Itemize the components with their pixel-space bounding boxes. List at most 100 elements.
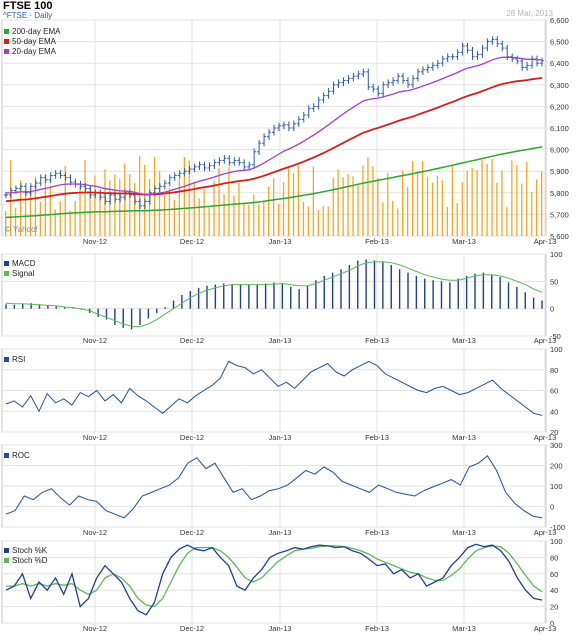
volume-bar bbox=[188, 160, 190, 236]
volume-bar bbox=[268, 186, 270, 236]
xtick-roc: Nov-12 bbox=[83, 528, 107, 537]
volume-bar bbox=[64, 165, 66, 236]
stoch-d-line bbox=[6, 545, 543, 608]
ema20-line bbox=[5, 56, 543, 196]
volume-bar bbox=[481, 160, 483, 236]
volume-bar bbox=[372, 166, 374, 236]
volume-bar bbox=[238, 182, 240, 236]
legend-stoch-d: Stoch %D bbox=[4, 556, 48, 565]
volume-bar bbox=[248, 204, 250, 236]
ytick-price: 6,300 bbox=[550, 81, 569, 90]
xtick-roc: Dec-12 bbox=[180, 528, 204, 537]
volume-bar bbox=[421, 161, 424, 236]
volume-bar bbox=[511, 160, 513, 236]
ytick-rsi: 80 bbox=[550, 366, 558, 375]
volume-bar bbox=[163, 195, 166, 236]
volume-bar bbox=[377, 178, 379, 236]
legend-swatch-rsi bbox=[4, 357, 9, 363]
volume-bar bbox=[198, 198, 200, 236]
xtick-macd: Jan-13 bbox=[269, 336, 292, 345]
ytick-stoch: 40 bbox=[550, 586, 558, 595]
date-label: 28 Mar, 2013 bbox=[506, 9, 553, 18]
volume-bar bbox=[496, 182, 498, 236]
ytick-stoch: 100 bbox=[550, 537, 563, 546]
volume-bar bbox=[258, 204, 260, 236]
volume-bar bbox=[153, 156, 156, 236]
legend-swatch-stoch-d bbox=[4, 558, 9, 564]
xtick-rsi: Dec-12 bbox=[180, 433, 204, 442]
volume-bar bbox=[129, 174, 131, 236]
volume-bar bbox=[109, 180, 111, 236]
volume-bar bbox=[441, 180, 443, 236]
volume-bar bbox=[287, 168, 290, 236]
legend-label-signal: Signal bbox=[12, 269, 35, 278]
volume-bar bbox=[416, 171, 419, 236]
ytick-price: 6,200 bbox=[550, 102, 569, 111]
volume-bar bbox=[362, 165, 364, 236]
volume-bar bbox=[119, 179, 121, 236]
volume-bar bbox=[327, 206, 329, 236]
symbol-label: ^FTSE · Daily bbox=[3, 11, 53, 20]
volume-bar bbox=[243, 203, 245, 236]
volume-bar bbox=[382, 202, 384, 236]
xtick-roc: Feb-13 bbox=[365, 528, 389, 537]
xtick-price: Nov-12 bbox=[83, 237, 107, 246]
volume-bar bbox=[451, 166, 453, 236]
volume-bar bbox=[342, 177, 344, 236]
volume-bar bbox=[218, 167, 220, 236]
stoch-k-line bbox=[5, 543, 543, 616]
volume-bar bbox=[158, 171, 161, 236]
volume-bar bbox=[84, 160, 86, 236]
volume-bar bbox=[302, 201, 305, 236]
volume-bar bbox=[312, 166, 314, 236]
volume-bar bbox=[426, 176, 429, 236]
volume-bar bbox=[148, 179, 151, 236]
ytick-roc: -100 bbox=[550, 523, 565, 532]
ytick-macd: 100 bbox=[550, 250, 563, 259]
ytick-macd: 0 bbox=[550, 305, 554, 314]
ema200-line bbox=[5, 146, 543, 219]
volume-bar bbox=[14, 207, 17, 236]
volume-bar bbox=[173, 200, 175, 236]
xtick-rsi: Jan-13 bbox=[269, 433, 292, 442]
xtick-roc: Jan-13 bbox=[269, 528, 292, 537]
ytick-price: 5,900 bbox=[550, 167, 569, 176]
ytick-stoch: 80 bbox=[550, 553, 558, 562]
volume-bar bbox=[367, 157, 369, 236]
ytick-price: 6,000 bbox=[550, 146, 569, 155]
volume-bar bbox=[292, 173, 295, 236]
volume-bar bbox=[223, 194, 225, 236]
legend-swatch-roc bbox=[4, 453, 9, 459]
volume-bar bbox=[54, 209, 56, 236]
volume-bar bbox=[501, 170, 503, 236]
legend-ema50: 50-day EMA bbox=[4, 37, 56, 46]
xtick-stoch: Apr-13 bbox=[534, 624, 557, 633]
volume-bar bbox=[74, 200, 76, 236]
ytick-roc: 300 bbox=[550, 441, 563, 450]
volume-bar bbox=[491, 159, 493, 236]
volume-bar bbox=[263, 200, 265, 236]
ytick-rsi: 40 bbox=[550, 407, 558, 416]
volume-bar bbox=[357, 183, 359, 236]
xtick-macd: Dec-12 bbox=[180, 336, 204, 345]
volume-bar bbox=[412, 160, 414, 236]
ytick-price: 5,700 bbox=[550, 210, 569, 219]
xtick-roc: Mar-13 bbox=[452, 528, 476, 537]
volume-bar bbox=[456, 203, 458, 236]
ytick-roc: 0 bbox=[550, 503, 554, 512]
xtick-rsi: Mar-13 bbox=[452, 433, 476, 442]
ytick-price: 5,800 bbox=[550, 189, 569, 198]
volume-bar bbox=[282, 182, 285, 236]
ytick-rsi: 60 bbox=[550, 387, 558, 396]
volume-bar bbox=[139, 156, 141, 236]
volume-bar bbox=[24, 190, 27, 236]
volume-bar bbox=[228, 167, 230, 236]
xtick-stoch: Feb-13 bbox=[365, 624, 389, 633]
ytick-stoch: 0 bbox=[550, 619, 554, 628]
volume-bar bbox=[402, 170, 404, 236]
volume-bar bbox=[208, 207, 210, 236]
ytick-price: 6,100 bbox=[550, 124, 569, 133]
ytick-price: 6,500 bbox=[550, 38, 569, 47]
volume-bar bbox=[94, 175, 96, 236]
